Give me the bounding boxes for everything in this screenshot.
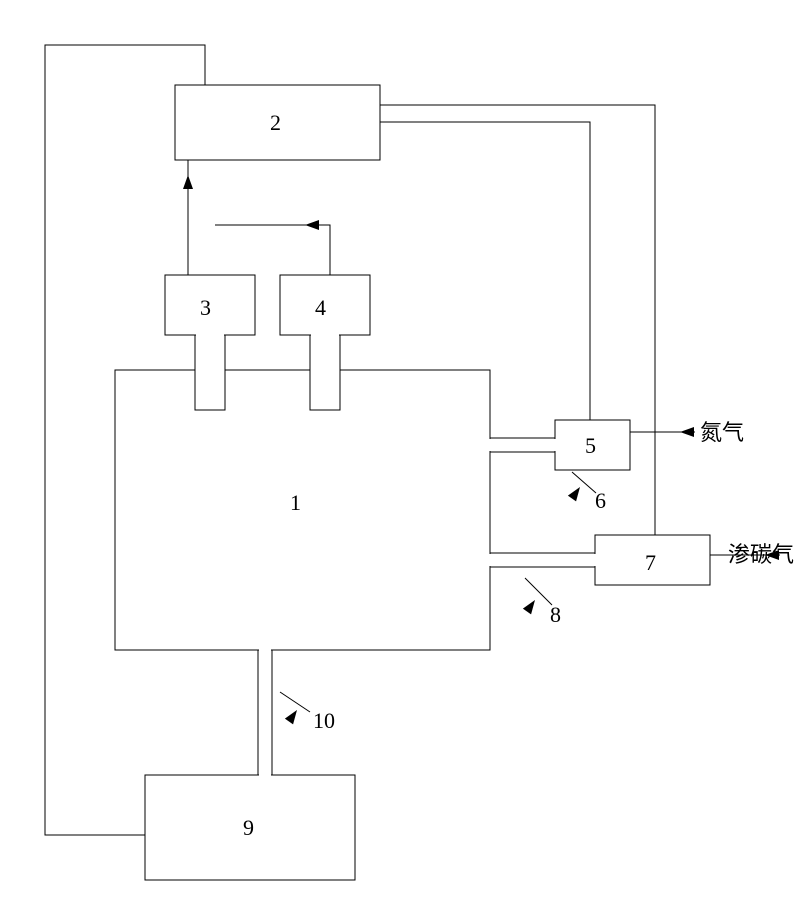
label-9: 9 — [243, 815, 254, 840]
leader-8 — [525, 578, 552, 605]
label-6: 6 — [595, 488, 606, 513]
label-8: 8 — [550, 602, 561, 627]
label-3: 3 — [200, 295, 211, 320]
stem-3 — [195, 335, 225, 410]
leader-6 — [572, 472, 596, 493]
label-4: 4 — [315, 295, 326, 320]
label-2: 2 — [270, 110, 281, 135]
label-nitrogen: 氮气 — [700, 420, 744, 445]
line-4-merge — [215, 225, 330, 275]
label-10: 10 — [313, 708, 335, 733]
stem-4 — [310, 335, 340, 410]
box-1 — [115, 370, 490, 650]
leader-10 — [280, 692, 310, 712]
label-carburize: 渗碳气 — [728, 542, 794, 567]
label-1: 1 — [290, 490, 301, 515]
label-7: 7 — [645, 550, 656, 575]
label-5: 5 — [585, 433, 596, 458]
